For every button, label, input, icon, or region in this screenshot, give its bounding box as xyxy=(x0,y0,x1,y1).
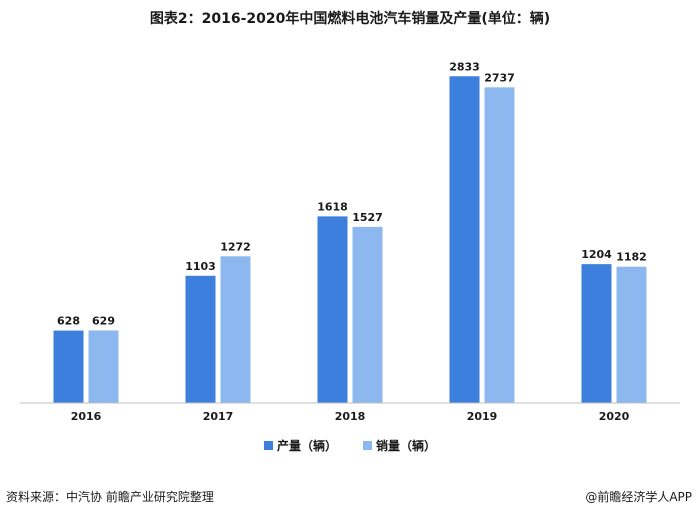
bar-production-2017 xyxy=(185,275,216,403)
x-tick-label-2020: 2020 xyxy=(599,410,630,423)
legend-swatch-sales xyxy=(363,441,372,450)
bar-chart: 628 629 1103 1272 1618 1527 2833 2737 1204 1182 2… xyxy=(20,60,680,423)
data-label-sales-2020: 1182 xyxy=(616,251,647,264)
data-label-production-2018: 1618 xyxy=(317,200,348,213)
x-tick-label-2019: 2019 xyxy=(467,410,498,423)
bar-sales-2016 xyxy=(88,330,119,403)
bar-sales-2020 xyxy=(616,266,647,403)
bar-production-2018 xyxy=(317,216,348,403)
legend-swatch-production xyxy=(263,441,273,450)
bar-sales-2017 xyxy=(220,256,251,403)
legend-item-sales: 销量（辆） xyxy=(363,437,436,454)
bar-production-2016 xyxy=(53,330,84,403)
data-label-production-2016: 628 xyxy=(57,315,80,328)
data-label-sales-2018: 1527 xyxy=(352,211,383,224)
data-label-production-2017: 1103 xyxy=(185,260,216,273)
brand-credit: @前瞻经济学人APP xyxy=(585,490,692,504)
data-label-sales-2019: 2737 xyxy=(484,71,515,84)
chart-title: 图表2：2016-2020年中国燃料电池汽车销量及产量(单位：辆) xyxy=(149,11,551,27)
bar-production-2020 xyxy=(581,264,612,403)
data-label-sales-2017: 1272 xyxy=(220,240,251,253)
data-label-production-2020: 1204 xyxy=(581,248,612,261)
legend: 产量（辆） 销量（辆） xyxy=(0,437,700,454)
source-note: 资料来源：中汽协 前瞻产业研究院整理 xyxy=(6,490,214,504)
x-tick-label-2017: 2017 xyxy=(203,410,234,423)
data-label-sales-2016: 629 xyxy=(92,314,115,327)
legend-label-sales: 销量（辆） xyxy=(376,439,437,453)
bar-sales-2019 xyxy=(484,87,515,403)
bar-production-2019 xyxy=(449,76,480,403)
legend-item-production: 产量（辆） xyxy=(263,437,337,454)
data-label-production-2019: 2833 xyxy=(449,60,480,73)
bar-sales-2018 xyxy=(352,226,383,403)
x-tick-label-2016: 2016 xyxy=(71,410,102,423)
x-tick-label-2018: 2018 xyxy=(335,410,366,423)
legend-label-production: 产量（辆） xyxy=(276,439,337,453)
